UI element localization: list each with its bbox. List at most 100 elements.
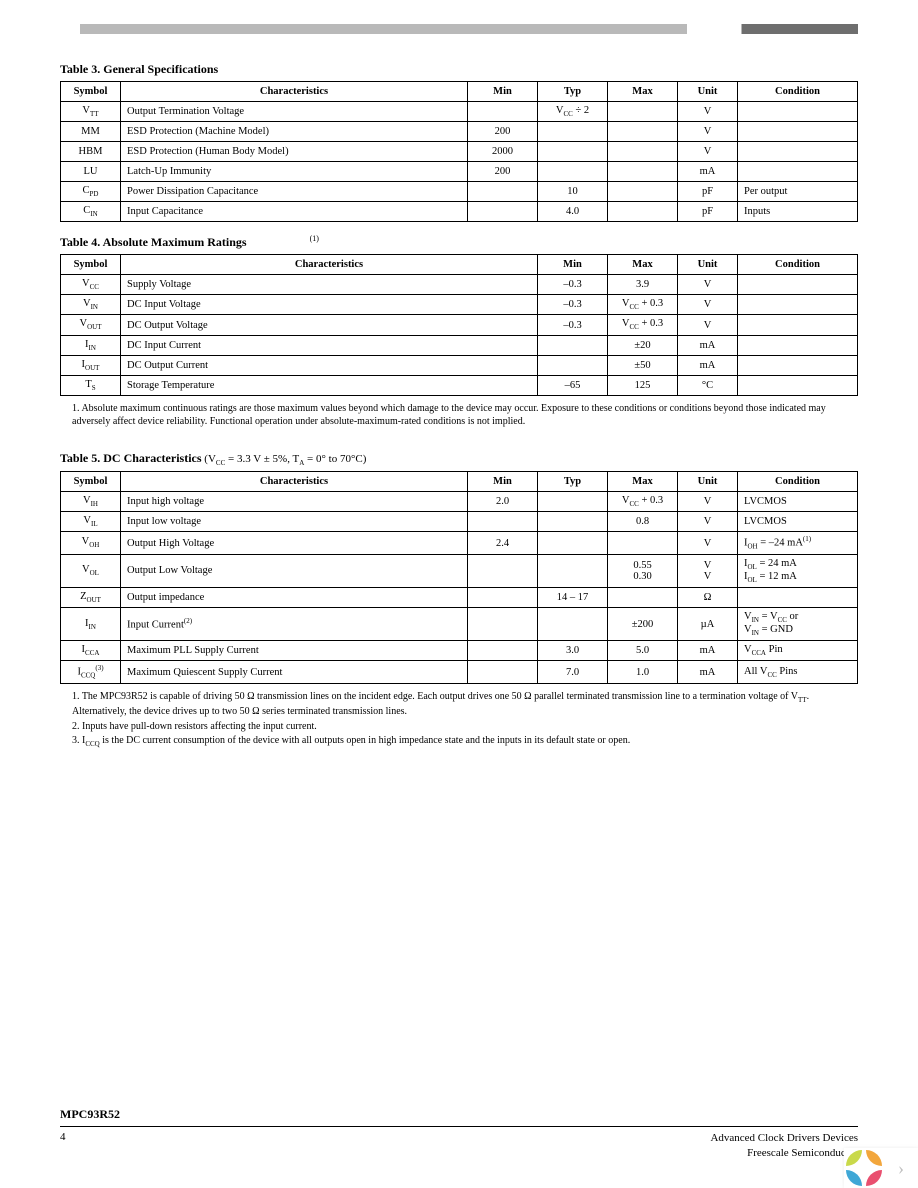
table-cell: CIN [61, 202, 121, 222]
table-cell: mA [678, 661, 738, 684]
table-row: IINDC Input Current±20mA [61, 335, 858, 355]
table-cell: LU [61, 162, 121, 182]
table-cell: ICCQ(3) [61, 661, 121, 684]
table-cell [738, 355, 858, 375]
table-header: Typ [538, 82, 608, 102]
table-cell: DC Input Current [121, 335, 538, 355]
table-cell: 200 [468, 122, 538, 142]
table-cell: V [678, 532, 738, 555]
table5: SymbolCharacteristicsMinTypMaxUnitCondit… [60, 471, 858, 684]
table-cell [738, 162, 858, 182]
table-cell: LVCMOS [738, 492, 858, 512]
table-row: TSStorage Temperature–65125°C [61, 375, 858, 395]
table-header: Max [608, 82, 678, 102]
table-cell: 3.9 [608, 275, 678, 295]
table-cell: VV [678, 554, 738, 587]
table-cell [608, 142, 678, 162]
table-cell: ICCA [61, 641, 121, 661]
table-cell: MM [61, 122, 121, 142]
page: Table 3. General Specifications SymbolCh… [0, 0, 918, 1188]
table-cell [738, 142, 858, 162]
table-cell [608, 588, 678, 608]
table-cell: IOUT [61, 355, 121, 375]
table-cell [468, 512, 538, 532]
table-cell [538, 532, 608, 555]
table-cell [468, 202, 538, 222]
table-cell: Output High Voltage [121, 532, 468, 555]
table-header: Condition [738, 82, 858, 102]
table-row: ZOUTOutput impedance14 – 17Ω [61, 588, 858, 608]
table-cell [738, 102, 858, 122]
table-cell: V [678, 122, 738, 142]
table3-caption: Table 3. General Specifications [60, 62, 858, 77]
table-cell: VCCA Pin [738, 641, 858, 661]
table-cell: Storage Temperature [121, 375, 538, 395]
table-cell: 14 – 17 [538, 588, 608, 608]
table4-caption: Table 4. Absolute Maximum Ratings (1) [60, 234, 858, 250]
table-header: Characteristics [121, 255, 538, 275]
table-cell: VTT [61, 102, 121, 122]
table-cell: VCC + 0.3 [608, 315, 678, 335]
table-cell [538, 142, 608, 162]
table-cell [468, 102, 538, 122]
table-cell: Input high voltage [121, 492, 468, 512]
table-cell [738, 122, 858, 142]
table-cell: VOL [61, 554, 121, 587]
table-cell [538, 492, 608, 512]
table-cell [608, 162, 678, 182]
table-cell: IIN [61, 608, 121, 641]
table-cell: Power Dissipation Capacitance [121, 182, 468, 202]
table-row: VOHOutput High Voltage2.4VIOH = –24 mA(1… [61, 532, 858, 555]
table-cell [608, 532, 678, 555]
table-cell: HBM [61, 142, 121, 162]
table-row: LULatch-Up Immunity200mA [61, 162, 858, 182]
table-header: Unit [678, 82, 738, 102]
table-cell: –0.3 [538, 275, 608, 295]
table-cell: Inputs [738, 202, 858, 222]
table-cell: V [678, 275, 738, 295]
table-cell [738, 375, 858, 395]
table-header: Condition [738, 472, 858, 492]
table-cell: VCC ÷ 2 [538, 102, 608, 122]
table-cell [538, 355, 608, 375]
table-cell [608, 102, 678, 122]
table-header: Max [608, 255, 678, 275]
table-cell: 3.0 [538, 641, 608, 661]
table-row: VILInput low voltage0.8VLVCMOS [61, 512, 858, 532]
table-cell: 1.0 [608, 661, 678, 684]
footer-line1: Advanced Clock Drivers Devices [710, 1131, 858, 1145]
table-cell: –0.3 [538, 295, 608, 315]
table-cell [468, 554, 538, 587]
table-cell: Output Termination Voltage [121, 102, 468, 122]
table-cell: Input low voltage [121, 512, 468, 532]
table-cell [468, 641, 538, 661]
table-cell: DC Output Voltage [121, 315, 538, 335]
table-cell: 0.550.30 [608, 554, 678, 587]
table-cell [538, 608, 608, 641]
table-cell: VOUT [61, 315, 121, 335]
table-row: IINInput Current(2)±200µAVIN = VCC orVIN… [61, 608, 858, 641]
table5-footnotes: 1. The MPC93R52 is capable of driving 50… [72, 690, 858, 750]
table-cell: V [678, 142, 738, 162]
table-cell [608, 202, 678, 222]
table-cell: 5.0 [608, 641, 678, 661]
table-row: VOLOutput Low Voltage0.550.30VVIOL = 24 … [61, 554, 858, 587]
table-header: Characteristics [121, 472, 468, 492]
table-header: Characteristics [121, 82, 468, 102]
table-cell: mA [678, 162, 738, 182]
table-cell [468, 608, 538, 641]
table-cell [738, 335, 858, 355]
table-cell: VCC + 0.3 [608, 492, 678, 512]
page-footer: MPC93R52 4 Advanced Clock Drivers Device… [60, 1107, 858, 1160]
table-cell: ZOUT [61, 588, 121, 608]
table-cell [468, 661, 538, 684]
table-cell [738, 315, 858, 335]
table-cell: VCC + 0.3 [608, 295, 678, 315]
table-cell [738, 295, 858, 315]
table5-caption: Table 5. DC Characteristics (VCC = 3.3 V… [60, 451, 858, 467]
table-row: ICCQ(3)Maximum Quiescent Supply Current7… [61, 661, 858, 684]
table-cell [608, 182, 678, 202]
next-page-button[interactable]: › [844, 1148, 918, 1188]
table-cell: 2.0 [468, 492, 538, 512]
table-cell: V [678, 512, 738, 532]
